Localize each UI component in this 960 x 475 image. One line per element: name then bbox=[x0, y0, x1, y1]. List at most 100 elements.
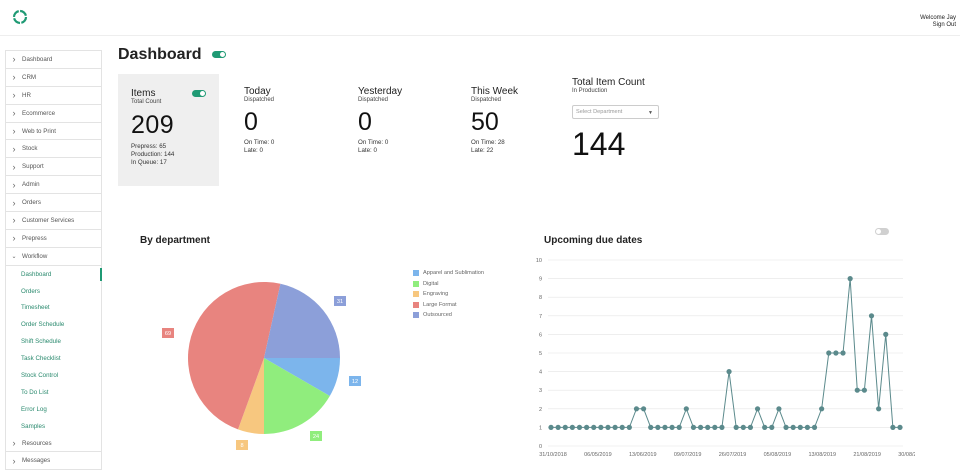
pie-slice[interactable] bbox=[264, 283, 340, 358]
data-point[interactable] bbox=[804, 424, 811, 430]
data-point[interactable] bbox=[555, 424, 561, 430]
dashboard-toggle[interactable] bbox=[212, 51, 227, 59]
legend-item[interactable]: Outsourced bbox=[413, 310, 484, 321]
today-card: Today Dispatched 0 On Time: 0 Late: 0 bbox=[244, 86, 274, 155]
legend-item[interactable]: Engraving bbox=[413, 289, 484, 300]
y-tick-label: 1 bbox=[539, 425, 542, 431]
data-point[interactable] bbox=[562, 424, 568, 430]
sidebar-item[interactable]: › Customer Services bbox=[6, 212, 101, 230]
sidebar-item[interactable]: Orders bbox=[6, 283, 101, 300]
data-point[interactable] bbox=[690, 424, 697, 430]
data-point[interactable] bbox=[726, 369, 732, 375]
sidebar-item[interactable]: › Messages bbox=[6, 452, 101, 471]
legend-item[interactable]: Large Format bbox=[413, 300, 484, 311]
data-point[interactable] bbox=[769, 424, 775, 430]
sidebar-item[interactable]: › Support bbox=[6, 158, 101, 177]
sidebar-item[interactable]: › HR bbox=[6, 87, 101, 105]
data-point[interactable] bbox=[584, 424, 590, 430]
sidebar-item[interactable]: Shift Schedule bbox=[6, 333, 101, 350]
data-point[interactable] bbox=[548, 424, 554, 430]
sidebar-item[interactable]: Order Schedule bbox=[6, 316, 101, 333]
chart-toggle[interactable] bbox=[875, 228, 889, 235]
data-point[interactable] bbox=[648, 424, 654, 430]
data-point[interactable] bbox=[640, 406, 647, 412]
data-point[interactable] bbox=[662, 424, 668, 430]
data-point[interactable] bbox=[591, 424, 597, 430]
data-point[interactable] bbox=[754, 406, 761, 412]
today-late: Late: 0 bbox=[244, 147, 263, 154]
sidebar-item[interactable]: Samples bbox=[6, 418, 101, 435]
data-point[interactable] bbox=[854, 387, 860, 393]
data-point[interactable] bbox=[712, 424, 718, 430]
sidebar-item[interactable]: Timesheet bbox=[6, 299, 101, 316]
chevron-down-icon: ⌄ bbox=[11, 253, 17, 260]
data-point[interactable] bbox=[747, 424, 754, 430]
sign-out-link[interactable]: Sign Out bbox=[932, 22, 956, 28]
x-tick-label: 31/10/2018 bbox=[539, 452, 567, 458]
data-point[interactable] bbox=[847, 276, 853, 282]
data-point[interactable] bbox=[819, 406, 825, 412]
data-point[interactable] bbox=[683, 406, 689, 412]
sidebar-item[interactable]: Dashboard bbox=[6, 266, 102, 283]
data-point[interactable] bbox=[890, 424, 896, 430]
sidebar-item[interactable]: Error Log bbox=[6, 401, 101, 418]
data-point[interactable] bbox=[861, 387, 867, 393]
data-point[interactable] bbox=[569, 424, 575, 430]
sidebar-item[interactable]: › Dashboard bbox=[6, 51, 101, 69]
legend-item[interactable]: Digital bbox=[413, 279, 484, 290]
data-point[interactable] bbox=[633, 406, 640, 412]
data-point[interactable] bbox=[626, 424, 632, 430]
data-point[interactable] bbox=[790, 424, 796, 430]
sidebar: › Dashboard › CRM › HR › Ecommerce › Web to Print… bbox=[5, 50, 102, 471]
data-point[interactable] bbox=[762, 424, 768, 430]
data-point[interactable] bbox=[897, 424, 903, 430]
data-point[interactable] bbox=[883, 331, 889, 337]
data-point[interactable] bbox=[868, 313, 875, 319]
sidebar-item[interactable]: › Orders bbox=[6, 194, 101, 213]
data-point[interactable] bbox=[676, 424, 682, 430]
sidebar-item[interactable]: ⌄ Workflow bbox=[6, 248, 101, 266]
data-point[interactable] bbox=[669, 424, 675, 430]
pie-slice[interactable] bbox=[264, 358, 330, 434]
sidebar-item[interactable]: › CRM bbox=[6, 69, 101, 87]
data-point[interactable] bbox=[655, 424, 661, 430]
data-point[interactable] bbox=[705, 424, 711, 430]
data-point[interactable] bbox=[840, 350, 846, 356]
data-point[interactable] bbox=[797, 424, 803, 430]
data-point[interactable] bbox=[719, 424, 725, 430]
data-point[interactable] bbox=[783, 424, 789, 430]
data-point[interactable] bbox=[776, 406, 782, 412]
sidebar-item-label: Task Checklist bbox=[21, 355, 61, 363]
pie-slice[interactable] bbox=[238, 358, 264, 434]
data-point[interactable] bbox=[576, 424, 583, 430]
sidebar-item[interactable]: Task Checklist bbox=[6, 350, 101, 367]
data-point[interactable] bbox=[733, 424, 739, 430]
sidebar-item[interactable]: Stock Control bbox=[6, 367, 101, 384]
data-point[interactable] bbox=[612, 424, 618, 430]
yesterday-value: 0 bbox=[358, 108, 372, 136]
department-pie-chart: 12 24 8 69 31 bbox=[162, 282, 361, 450]
sidebar-item[interactable]: › Stock bbox=[6, 140, 101, 159]
logo-icon[interactable] bbox=[12, 9, 28, 25]
sidebar-item-label: Samples bbox=[21, 422, 46, 430]
pie-slice[interactable] bbox=[188, 282, 281, 430]
pie-slice[interactable] bbox=[264, 358, 340, 396]
sidebar-item[interactable]: › Prepress bbox=[6, 230, 101, 248]
sidebar-item[interactable]: To Do List bbox=[6, 384, 101, 401]
data-point[interactable] bbox=[619, 424, 625, 430]
sidebar-item[interactable]: › Admin bbox=[6, 176, 101, 195]
data-point[interactable] bbox=[605, 424, 611, 430]
data-point[interactable] bbox=[697, 424, 704, 430]
data-point[interactable] bbox=[598, 424, 604, 430]
data-point[interactable] bbox=[826, 350, 832, 356]
items-toggle[interactable] bbox=[192, 90, 206, 97]
sidebar-item[interactable]: › Web to Print bbox=[6, 123, 101, 141]
sidebar-item[interactable]: › Resources bbox=[6, 435, 101, 453]
data-point[interactable] bbox=[833, 350, 839, 356]
data-point[interactable] bbox=[740, 424, 746, 430]
sidebar-item[interactable]: › Ecommerce bbox=[6, 105, 101, 123]
legend-item[interactable]: Apparel and Sublimation bbox=[413, 268, 484, 279]
data-point[interactable] bbox=[876, 406, 882, 412]
data-point[interactable] bbox=[811, 424, 818, 430]
department-select[interactable]: Select Department ▼ bbox=[572, 105, 659, 119]
